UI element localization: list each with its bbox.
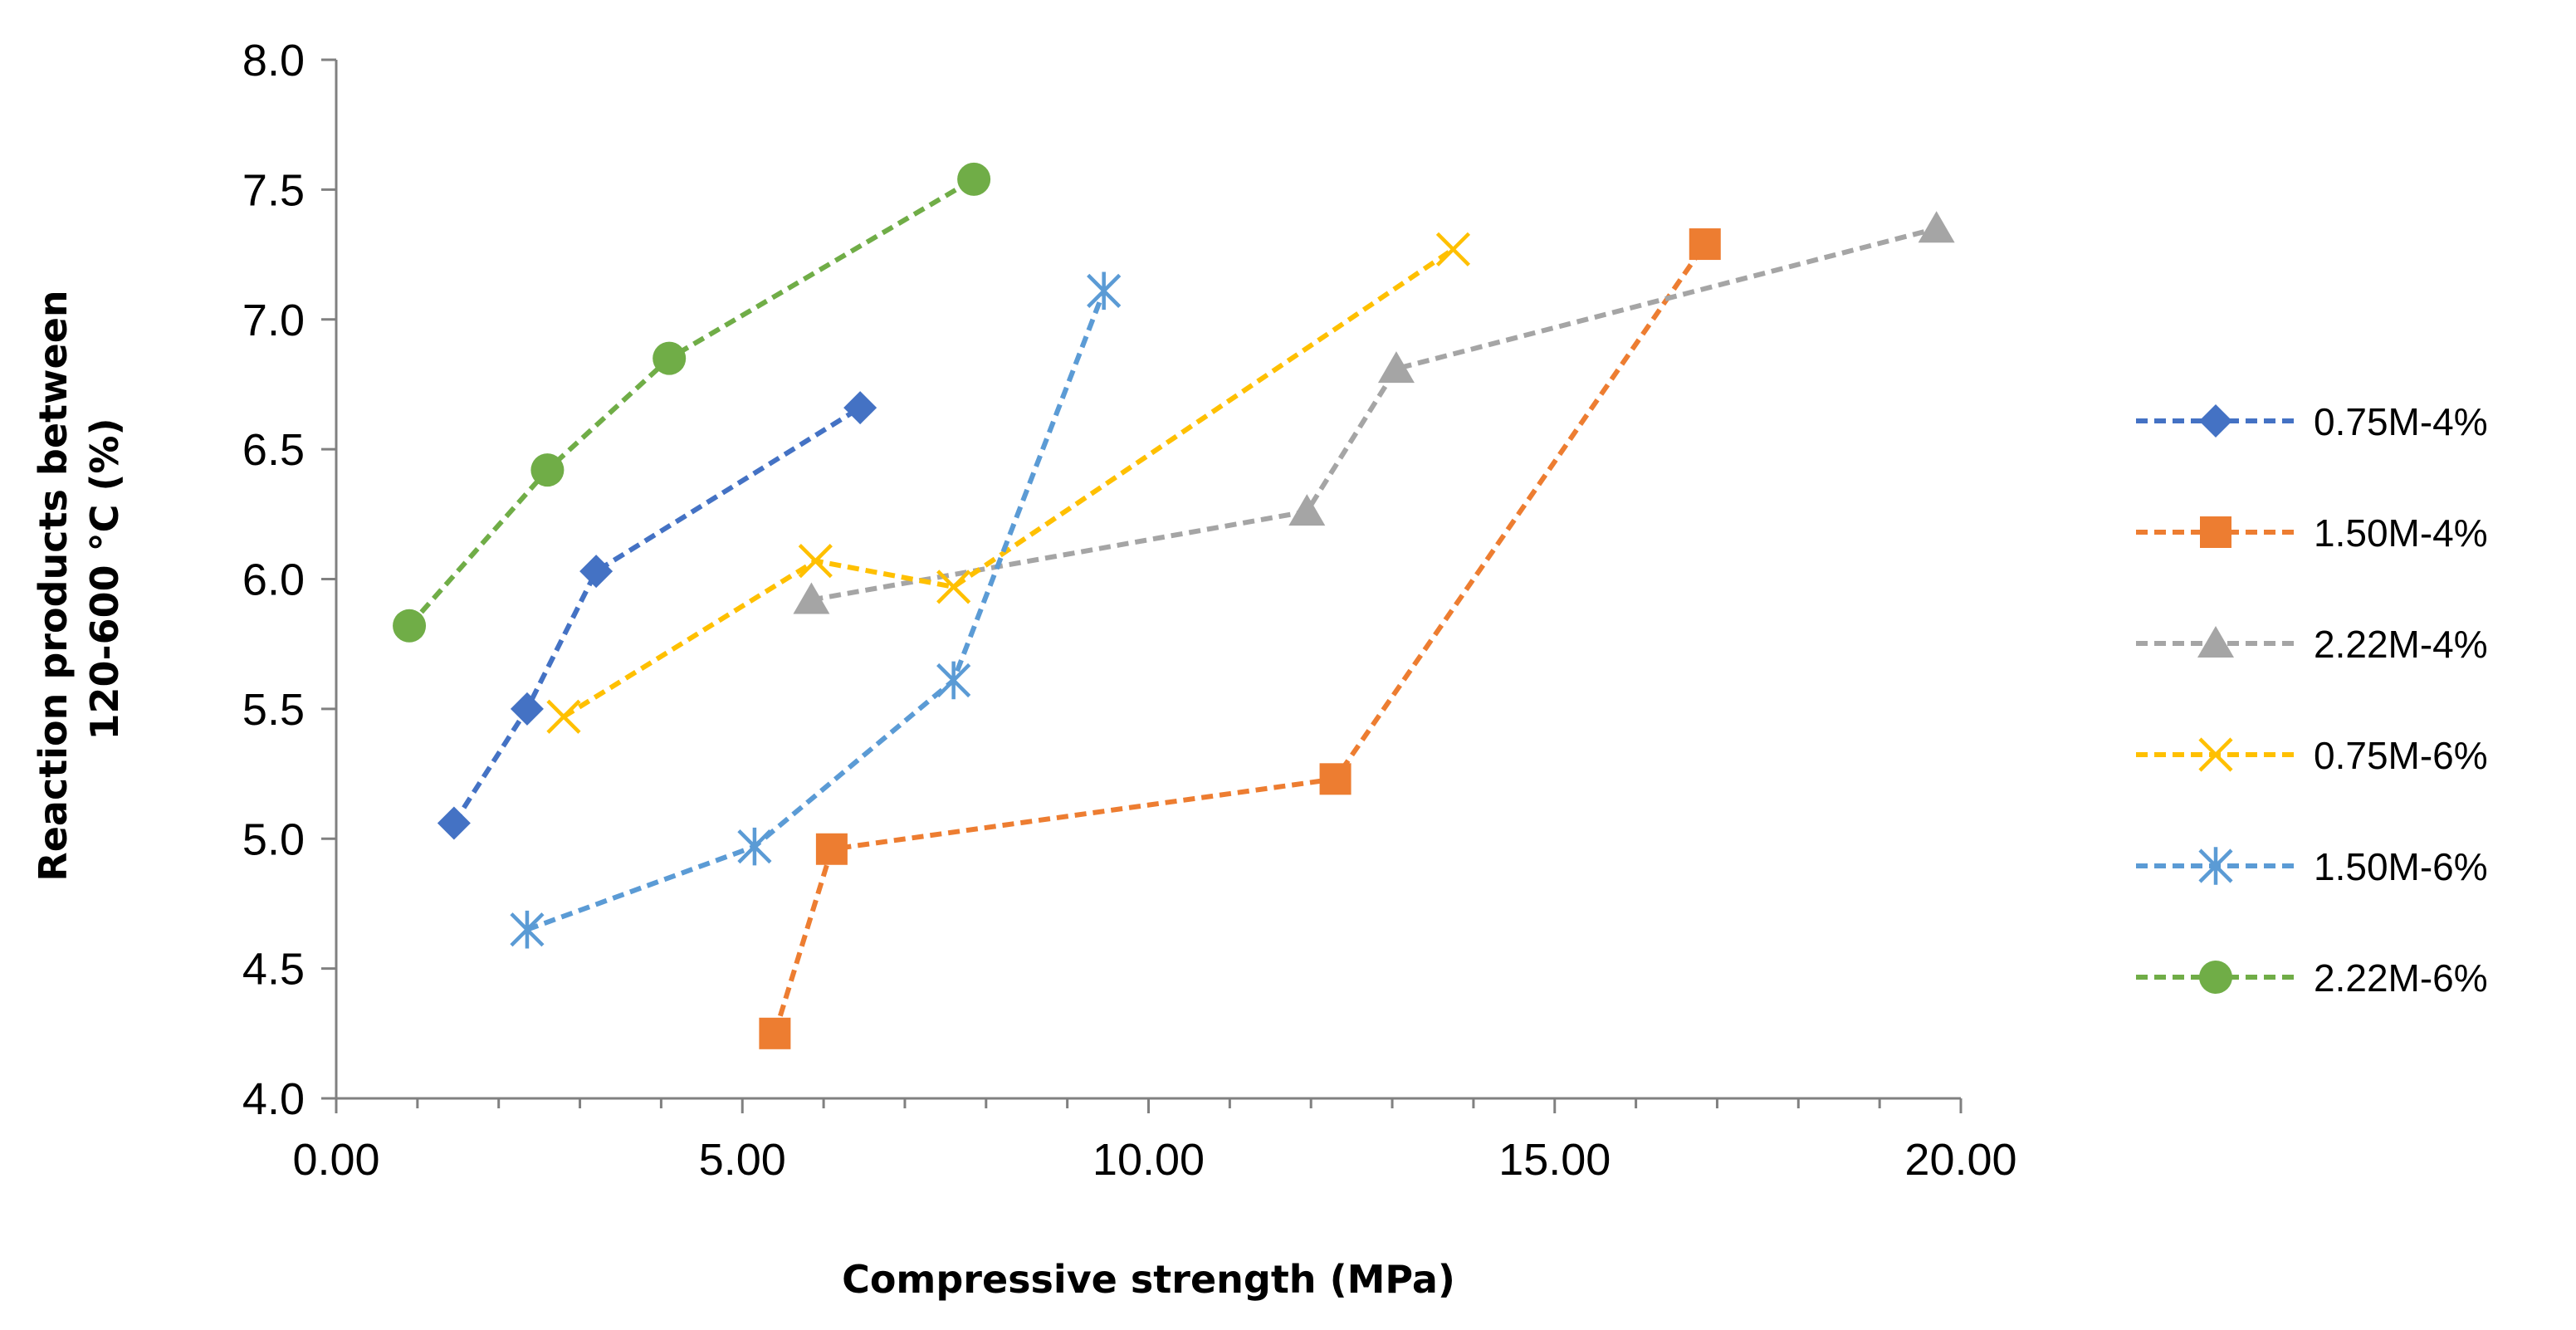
y-tick-label: 6.0 — [242, 555, 305, 605]
series-line-4 — [562, 247, 1455, 719]
legend-entry-3: 2.22M-4% — [2136, 623, 2488, 666]
legend-entry-2: 1.50M-4% — [2136, 511, 2488, 555]
plot-markers — [393, 162, 1955, 1049]
series-marker — [1918, 211, 1955, 243]
y-axis-title-line-2: 120-600 °C (%) — [82, 418, 127, 740]
legend-label: 2.22M-4% — [2314, 623, 2488, 666]
series-marker — [1087, 271, 1122, 310]
series-marker — [510, 692, 544, 726]
x-tick-label: 10.00 — [1092, 1135, 1205, 1185]
legend-label: 0.75M-6% — [2314, 734, 2488, 777]
series-markers-6 — [393, 162, 991, 643]
series-marker — [2198, 737, 2233, 772]
series-marker — [1319, 763, 1352, 795]
series-marker — [1435, 232, 1471, 266]
y-tick-label: 4.5 — [242, 945, 305, 995]
series-marker — [653, 341, 687, 375]
series-marker — [843, 391, 877, 425]
legend-label: 1.50M-6% — [2314, 845, 2488, 888]
series-marker — [793, 582, 830, 614]
series-marker — [936, 661, 971, 700]
series-marker — [2198, 847, 2233, 885]
legend-label: 2.22M-6% — [2314, 956, 2488, 1000]
series-marker — [815, 833, 848, 865]
series-line-6 — [407, 177, 975, 628]
series-marker — [798, 544, 833, 579]
series-marker — [759, 1017, 791, 1049]
series-marker — [579, 555, 613, 589]
axes: 4.0 4.5 5.0 5.5 6.0 6.5 7.0 7.5 8.0 0.00 5.00 10.00… — [242, 36, 2017, 1185]
plot-lines — [407, 177, 1938, 1034]
series-marker — [2200, 516, 2231, 548]
y-tick-label: 6.5 — [242, 425, 305, 475]
series-marker — [2199, 961, 2232, 994]
series-marker — [1689, 228, 1721, 261]
x-axis-title: Compressive strength (MPa) — [842, 1257, 1455, 1302]
y-tick-label: 4.0 — [242, 1074, 305, 1124]
legend: 0.75M-4% 1.50M-4% 2.22M-4% 0.75M-6% 1.50M-6%… — [2136, 400, 2488, 1000]
series-line-1 — [452, 405, 862, 825]
series-markers-5 — [510, 271, 1122, 949]
series-marker — [1377, 351, 1415, 384]
y-tick-label: 8.0 — [242, 36, 305, 86]
x-tick-label: 20.00 — [1904, 1135, 2016, 1185]
series-marker — [510, 910, 545, 949]
y-tick-label: 5.0 — [242, 814, 305, 864]
x-tick-label: 5.00 — [699, 1135, 786, 1185]
y-axis-title: Reaction products between 120-600 °C (%) — [31, 276, 127, 881]
legend-entry-4: 0.75M-6% — [2136, 734, 2488, 777]
legend-label: 1.50M-4% — [2314, 511, 2488, 555]
series-marker — [2199, 404, 2232, 438]
series-line-3 — [810, 226, 1938, 603]
series-marker — [546, 699, 581, 734]
y-tick-label: 7.5 — [242, 165, 305, 215]
series-line-5 — [525, 290, 1107, 932]
series-marker — [936, 570, 971, 604]
series-marker — [1288, 494, 1326, 526]
legend-entry-5: 1.50M-6% — [2136, 845, 2488, 888]
legend-entry-1: 0.75M-4% — [2136, 400, 2488, 443]
series-marker — [2197, 626, 2234, 658]
x-tick-label: 15.00 — [1498, 1135, 1611, 1185]
x-tick-label: 0.00 — [292, 1135, 379, 1185]
series-markers-4 — [546, 232, 1471, 734]
series-marker — [737, 827, 772, 866]
legend-label: 0.75M-4% — [2314, 400, 2488, 443]
series-markers-1 — [437, 391, 877, 840]
y-tick-label: 7.0 — [242, 296, 305, 345]
series-markers-2 — [759, 228, 1721, 1049]
legend-entry-6: 2.22M-6% — [2136, 956, 2488, 1000]
series-markers-3 — [793, 211, 1955, 614]
y-tick-label: 5.5 — [242, 685, 305, 735]
series-marker — [957, 162, 991, 196]
series-marker — [530, 453, 565, 487]
y-axis-title-line-1: Reaction products between — [31, 290, 76, 881]
series-marker — [393, 609, 427, 643]
series-marker — [437, 806, 471, 840]
series-line-2 — [772, 242, 1708, 1034]
